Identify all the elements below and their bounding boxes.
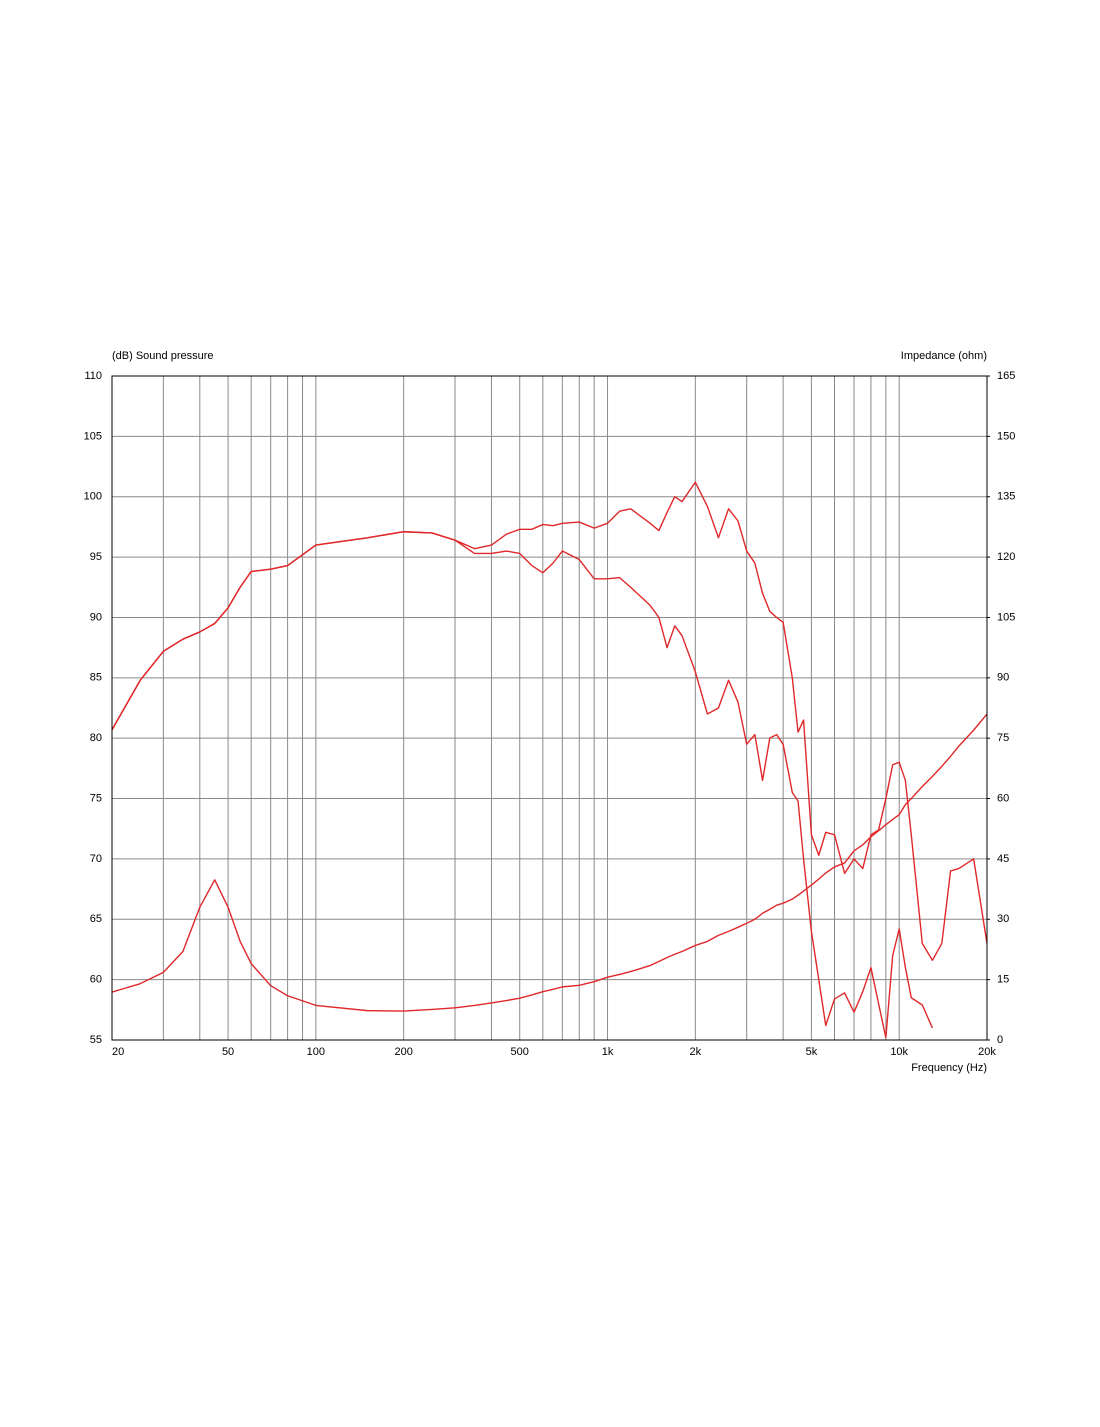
y2-tick-label: 60 — [997, 792, 1009, 804]
y2-tick-label: 120 — [997, 551, 1015, 563]
y-tick-label: 70 — [90, 853, 102, 865]
plot-lines — [112, 481, 987, 1039]
x-tick-label: 200 — [394, 1046, 412, 1058]
y-axis-label: (dB) Sound pressure — [112, 350, 214, 362]
x-tick-label: 50 — [222, 1046, 234, 1058]
y2-axis-label: Impedance (ohm) — [901, 350, 987, 362]
y2-tick-label: 135 — [997, 491, 1015, 503]
x-tick-label: 10k — [890, 1046, 908, 1058]
y2-tick-label: 0 — [997, 1034, 1003, 1046]
y-tick-label: 105 — [84, 430, 102, 442]
y-tick-label: 95 — [90, 551, 102, 563]
plot-frame — [111, 375, 988, 1041]
x-tick-label: 20 — [112, 1046, 124, 1058]
y-tick-label: 60 — [90, 974, 102, 986]
y-tick-label: 100 — [84, 491, 102, 503]
x-axis-label: Frequency (Hz) — [911, 1062, 987, 1074]
y-tick-label: 55 — [90, 1034, 102, 1046]
y2-tick-label: 45 — [997, 853, 1009, 865]
impedance-line — [112, 713, 987, 1012]
y-tick-label: 75 — [90, 792, 102, 804]
x-tick-label: 20k — [978, 1046, 996, 1058]
y2-tick-label: 90 — [997, 672, 1009, 684]
x-tick-label: 100 — [307, 1046, 325, 1058]
y2-tick-label: 15 — [997, 974, 1009, 986]
y-tick-label: 65 — [90, 913, 102, 925]
x-tick-label: 1k — [602, 1046, 614, 1058]
x-tick-label: 2k — [690, 1046, 702, 1058]
y-tick-label: 110 — [84, 370, 102, 382]
y2-tick-label: 165 — [997, 370, 1015, 382]
y-tick-label: 85 — [90, 672, 102, 684]
x-tick-label: 5k — [806, 1046, 818, 1058]
spl-line — [112, 531, 934, 1039]
x-tick-label: 500 — [511, 1046, 529, 1058]
y2-tick-label: 105 — [997, 611, 1015, 623]
y2-tick-label: 30 — [997, 913, 1009, 925]
y-tick-label: 80 — [90, 732, 102, 744]
y2-tick-label: 75 — [997, 732, 1009, 744]
y-tick-label: 90 — [90, 611, 102, 623]
y2-tick-label: 150 — [997, 430, 1015, 442]
